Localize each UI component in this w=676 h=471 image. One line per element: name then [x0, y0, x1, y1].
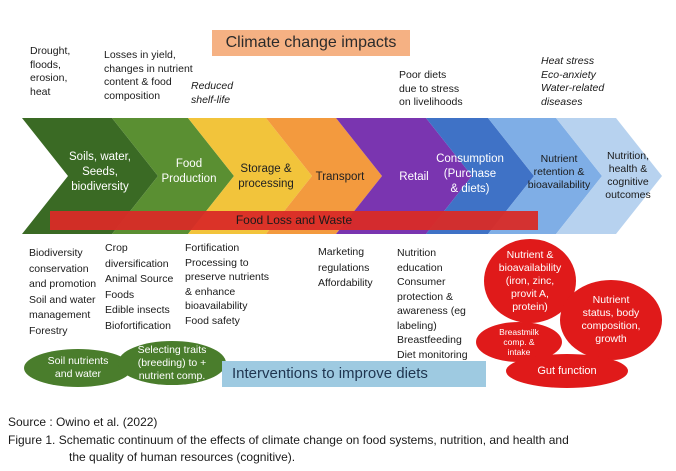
- note-poor-diets: Poor diets due to stress on livelihoods: [399, 69, 463, 108]
- stage-label-transport: Transport: [315, 171, 365, 183]
- ellipse-nutrient-status: Nutrient status, body composition, growt…: [560, 280, 662, 360]
- ellipse-gut-function: Gut function: [506, 354, 628, 388]
- food-loss-label: Food Loss and Waste: [235, 213, 353, 227]
- food-loss-bar: [50, 211, 538, 230]
- interventions-soils: Biodiversity conservation and promotion …: [29, 247, 97, 337]
- interventions-title: Interventions to improve diets: [222, 361, 486, 387]
- diagram-title: Climate change impacts: [212, 30, 410, 56]
- stage-chevron-soils: [22, 118, 158, 234]
- interventions-production: Crop diversification Animal Source Foods…: [105, 242, 174, 332]
- stage-label-retail: Retail: [399, 171, 429, 183]
- stage-chevron-transport: [266, 118, 382, 234]
- stage-chevron-production: [112, 118, 234, 234]
- note-drought: Drought, floods, erosion, heat: [30, 45, 71, 98]
- stage-chevron-storage: [188, 118, 312, 234]
- stage-label-soils: Soils, water, Seeds, biodiversity: [69, 151, 131, 193]
- ellipse-soil-nutrients: Soil nutrients and water: [24, 349, 132, 387]
- interventions-storage: Fortification Processing to preserve nut…: [185, 242, 270, 327]
- stage-label-storage: Storage & processing: [238, 163, 294, 190]
- stage-label-consumption: Consumption (Purchase & diets): [436, 153, 504, 195]
- interventions-consumption: Nutrition education Consumer protection …: [397, 247, 468, 361]
- stage-label-outcomes: Nutrition, health & cognitive outcomes: [605, 150, 651, 201]
- interventions-retail: Marketing regulations Affordability: [318, 246, 373, 289]
- stage-chevron-consumption: [426, 118, 534, 234]
- note-yield-losses: Losses in yield, changes in nutrient con…: [104, 49, 193, 102]
- figure-caption-line1: Figure 1. Schematic continuum of the eff…: [8, 433, 569, 447]
- stage-chevron-retail: [336, 118, 472, 234]
- stage-label-production: Food Production: [161, 158, 217, 185]
- stage-label-nutrient-retention: Nutrient retention & bioavailability: [527, 153, 591, 191]
- ellipse-selecting-traits: Selecting traits (breeding) to + nutrien…: [118, 341, 226, 385]
- figure-caption-line2: the quality of human resources (cognitiv…: [69, 450, 296, 464]
- source-citation: Source : Owino et al. (2022): [8, 415, 158, 429]
- note-shelf-life: Reduced shelf-life: [191, 80, 234, 106]
- note-heat-stress: Heat stress Eco-anxiety Water-related di…: [541, 55, 605, 108]
- stage-chevron-nutrient-retention: [488, 118, 602, 234]
- stage-chevron-outcomes: [556, 118, 662, 234]
